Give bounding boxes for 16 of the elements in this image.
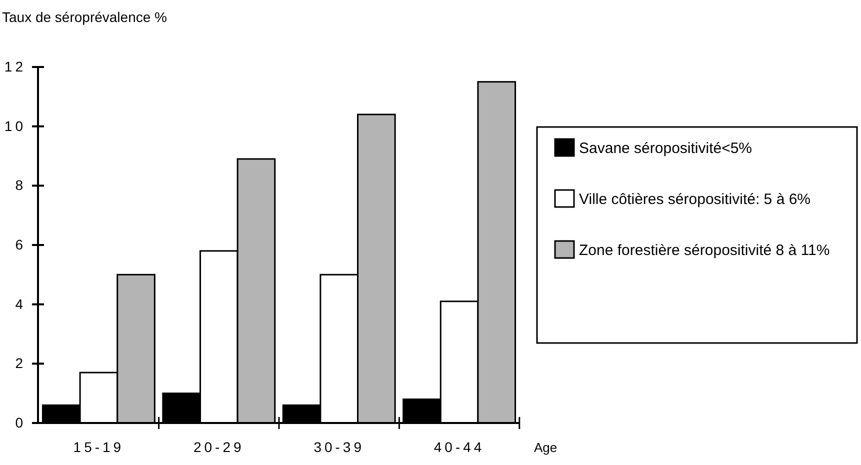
x-axis-title: Age bbox=[534, 440, 558, 455]
y-tick-label: 10 bbox=[4, 118, 26, 134]
y-tick-label: 6 bbox=[15, 236, 26, 252]
y-tick-label: 4 bbox=[15, 296, 26, 312]
legend-label: Savane séropositivité<5% bbox=[579, 140, 752, 157]
y-axis-title: Taux de séroprévalence % bbox=[2, 9, 167, 25]
y-tick-label: 2 bbox=[15, 355, 26, 372]
y-tick-label: 8 bbox=[15, 177, 26, 194]
legend-label: Zone forestière séropositivité 8 à 11% bbox=[579, 242, 830, 259]
x-tick-label: 40-44 bbox=[434, 439, 485, 455]
y-tick-label: 0 bbox=[15, 414, 26, 430]
legend-label: Ville côtières séropositivité: 5 à 6% bbox=[579, 191, 811, 208]
x-tick-label: 30-39 bbox=[314, 439, 365, 455]
x-tick-label: 15-19 bbox=[73, 439, 124, 455]
y-tick-label: 12 bbox=[4, 58, 26, 74]
x-tick-label: 20-29 bbox=[193, 439, 244, 455]
